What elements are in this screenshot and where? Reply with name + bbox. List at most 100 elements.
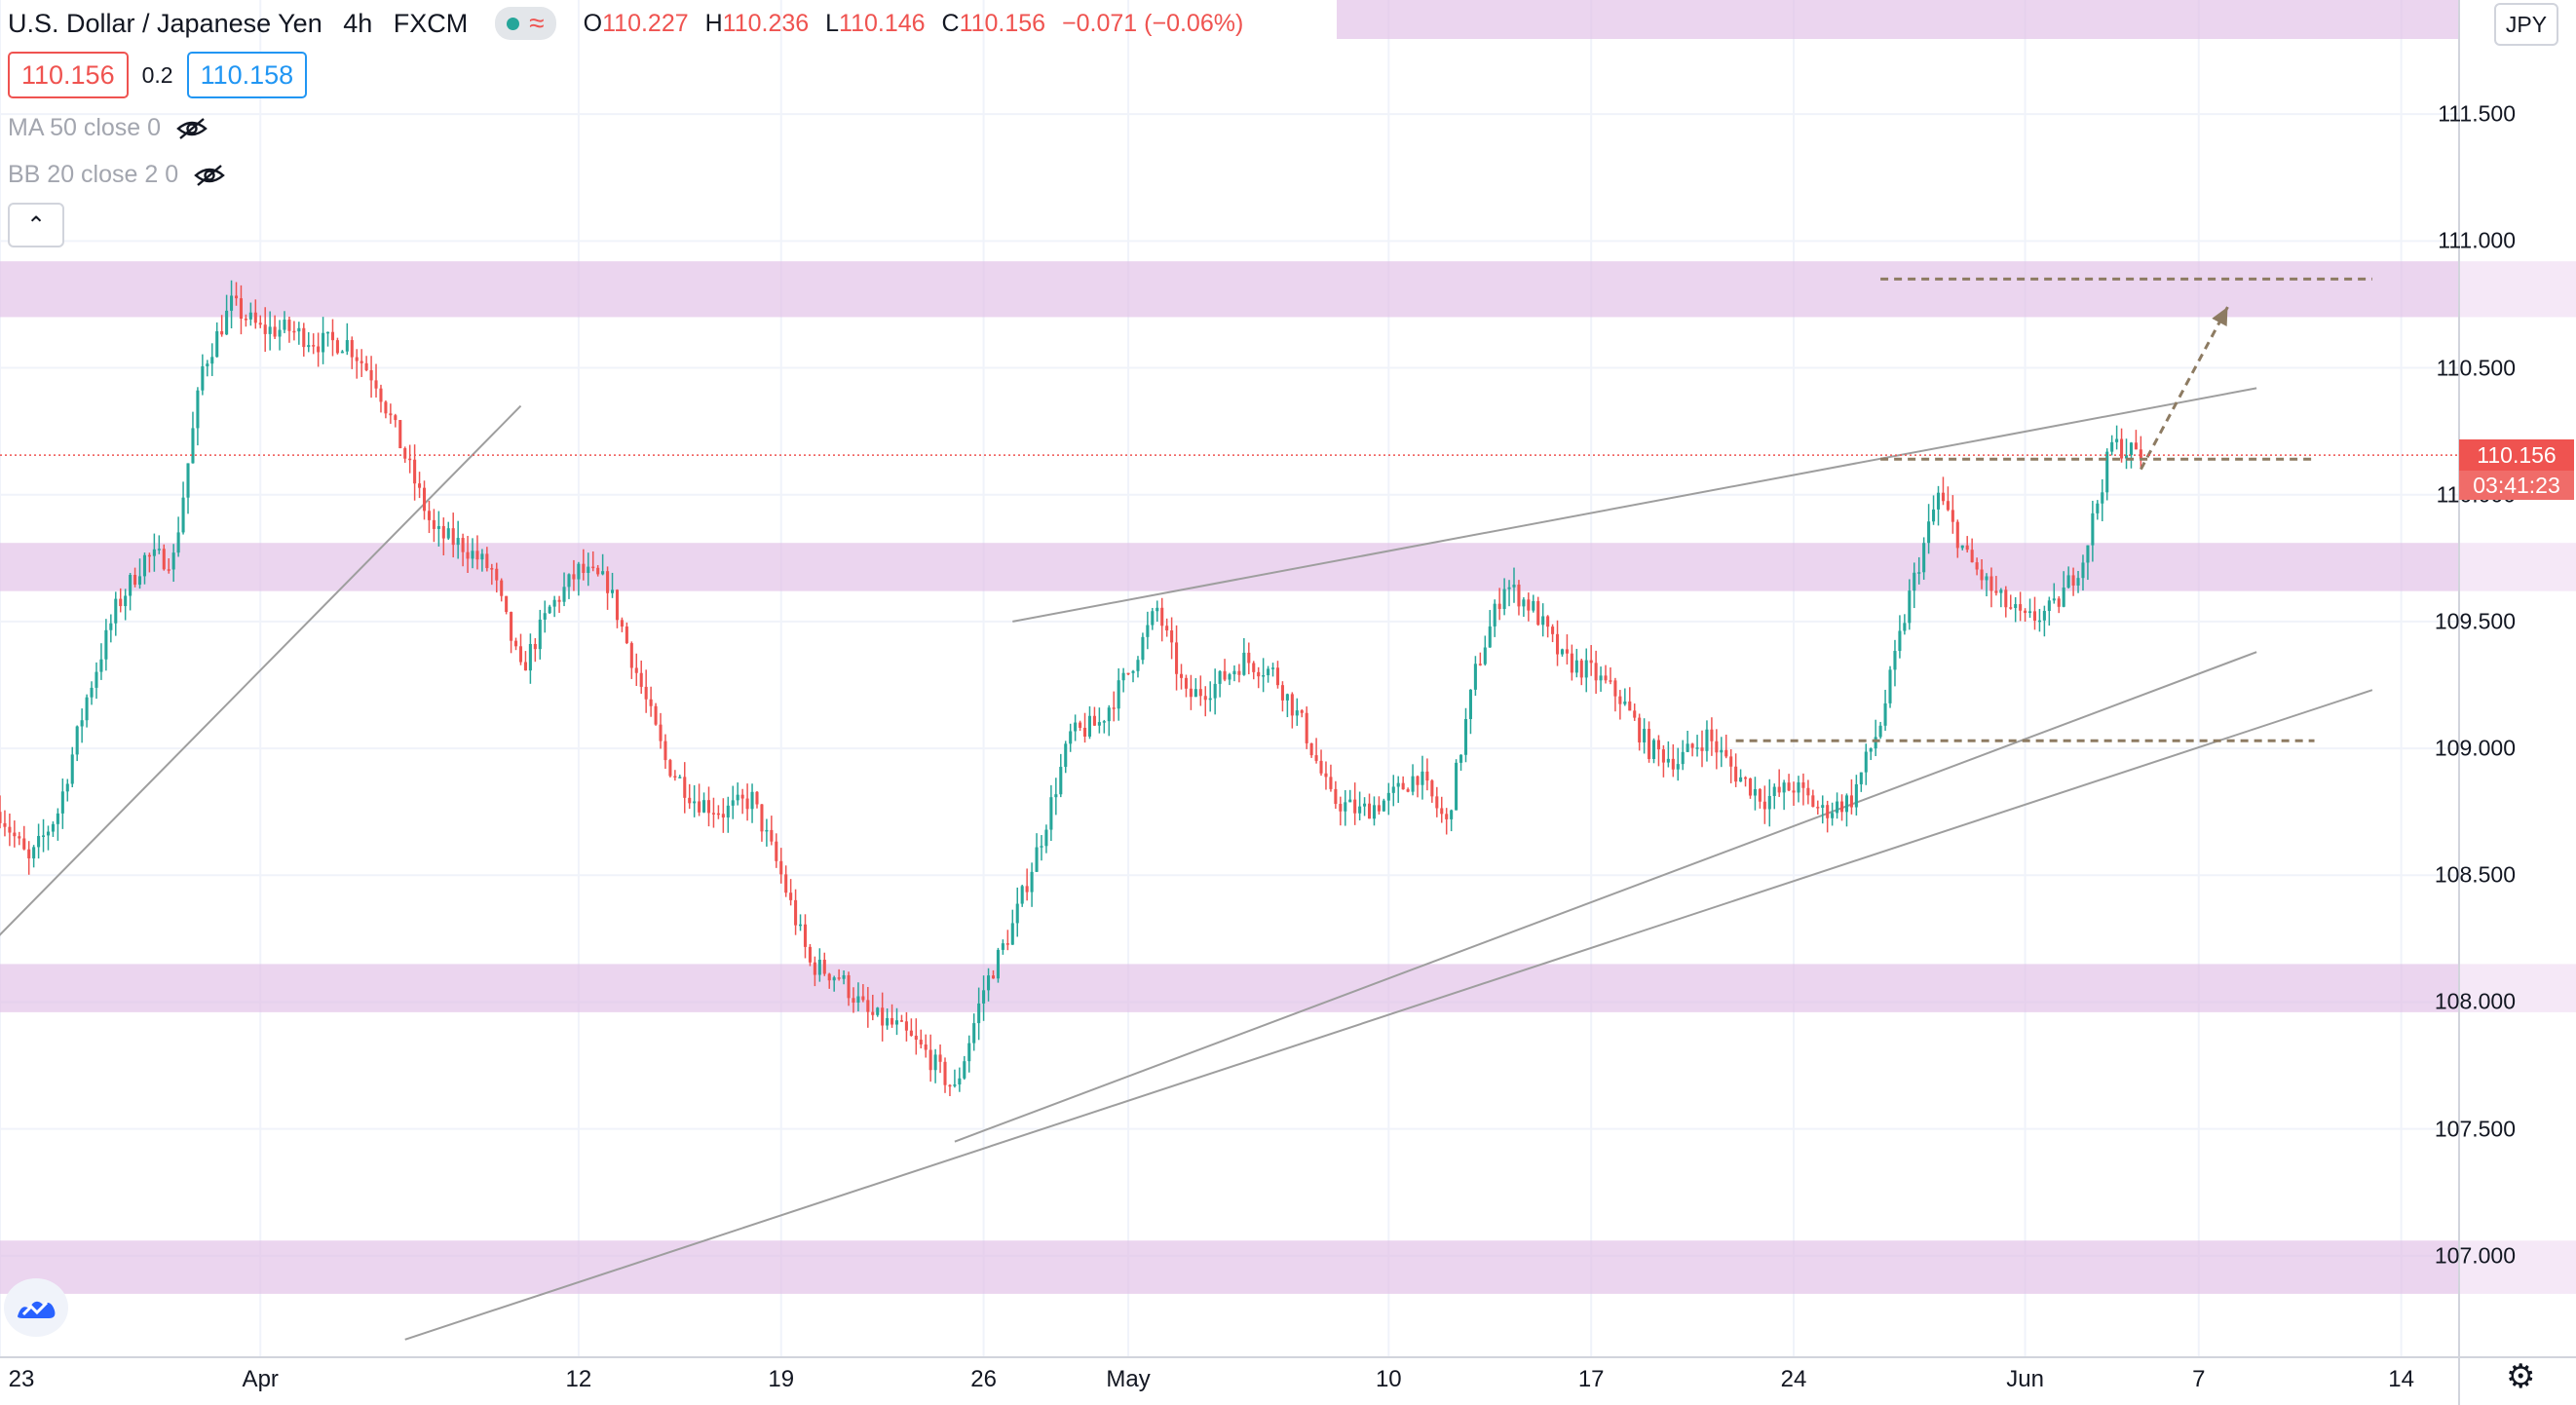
- currency-button[interactable]: JPY: [2494, 3, 2558, 46]
- candle-body: [1826, 805, 1830, 818]
- candle: [1348, 789, 1352, 803]
- candle-body: [2062, 588, 2065, 607]
- candle: [186, 463, 190, 514]
- gear-icon[interactable]: ⚙: [2506, 1358, 2536, 1395]
- candle-body: [1391, 786, 1395, 793]
- candle: [1609, 666, 1612, 685]
- candle: [1025, 868, 1029, 901]
- candle: [698, 783, 701, 816]
- candle: [1319, 749, 1323, 777]
- candle-body: [1035, 847, 1039, 872]
- candle: [1734, 753, 1738, 787]
- chevron-up-icon: ⌃: [25, 211, 47, 239]
- candle-body: [157, 549, 161, 551]
- indicator-bb[interactable]: BB 20 close 2 0: [8, 161, 225, 189]
- candle-body: [1681, 751, 1685, 765]
- candle: [779, 848, 783, 884]
- candle: [678, 775, 682, 778]
- candle: [760, 804, 764, 842]
- candle: [683, 762, 687, 814]
- candle: [1305, 706, 1308, 749]
- candle: [726, 796, 730, 833]
- candle-body: [706, 800, 711, 814]
- sell-button[interactable]: 110.156: [8, 52, 129, 98]
- candle: [1155, 600, 1159, 623]
- eye-off-icon[interactable]: [176, 117, 208, 140]
- candle: [1831, 802, 1835, 826]
- candle-body: [876, 1007, 880, 1015]
- candle-body: [538, 619, 542, 650]
- candle: [572, 559, 576, 591]
- candle-body: [1300, 710, 1304, 713]
- candle-body: [466, 551, 470, 559]
- collapse-legend-button[interactable]: ⌃: [8, 203, 64, 247]
- candle: [0, 795, 2, 829]
- candle: [2139, 436, 2142, 468]
- candle-body: [663, 740, 667, 761]
- symbol-title[interactable]: U.S. Dollar / Japanese Yen 4h FXCM: [8, 9, 468, 39]
- candle-body: [1213, 683, 1217, 699]
- candle: [548, 604, 551, 615]
- tradingview-logo-icon[interactable]: [4, 1278, 68, 1337]
- candle: [770, 816, 774, 846]
- candle: [2134, 430, 2138, 450]
- candle-body: [1440, 808, 1444, 815]
- candle-body: [99, 659, 103, 672]
- candle: [1377, 796, 1381, 815]
- candle: [1522, 597, 1526, 618]
- candle: [977, 987, 981, 1041]
- candle: [654, 702, 658, 726]
- candle: [1040, 835, 1043, 861]
- candle: [1517, 580, 1521, 616]
- candle-body: [577, 563, 581, 580]
- candle: [1290, 692, 1294, 729]
- candle: [263, 307, 267, 353]
- candle-body: [871, 1011, 875, 1015]
- candle: [784, 865, 788, 897]
- candle: [307, 331, 311, 353]
- eye-off-icon[interactable]: [194, 164, 225, 187]
- candle: [1121, 667, 1125, 693]
- candle: [1821, 795, 1825, 824]
- candle: [1555, 620, 1560, 666]
- candle: [490, 563, 494, 586]
- candle-body: [1985, 576, 1989, 581]
- candle-body: [596, 567, 600, 575]
- indicator-ma[interactable]: MA 50 close 0: [8, 114, 208, 142]
- candle-body: [27, 849, 31, 858]
- candle: [1054, 778, 1058, 816]
- candle: [480, 549, 484, 572]
- candle-body: [1849, 795, 1853, 808]
- buy-button[interactable]: 110.158: [186, 52, 308, 98]
- candle: [1117, 668, 1120, 721]
- candle-body: [894, 1020, 899, 1025]
- candle-body: [1927, 521, 1931, 544]
- candle: [1275, 661, 1280, 689]
- candle-body: [1242, 652, 1246, 675]
- price-zone-axis: [2460, 1240, 2576, 1294]
- candle-body: [673, 776, 677, 778]
- candle: [258, 315, 262, 328]
- candle: [1917, 556, 1921, 585]
- candle: [1329, 764, 1333, 792]
- market-status-pill[interactable]: ≈: [495, 7, 556, 40]
- candle-body: [273, 326, 277, 337]
- candle: [847, 971, 851, 1006]
- candle-body: [495, 568, 499, 581]
- candle-body: [1666, 758, 1670, 763]
- price-zone-axis: [2460, 261, 2576, 318]
- candle: [2032, 596, 2037, 630]
- candle: [1541, 603, 1545, 637]
- candle: [1806, 779, 1810, 805]
- candle-body: [1584, 660, 1588, 678]
- candle: [615, 589, 620, 628]
- candle-body: [832, 977, 836, 981]
- candle: [837, 968, 841, 981]
- candle: [1955, 519, 1959, 558]
- candle: [1223, 659, 1227, 682]
- candle-body: [1107, 707, 1111, 722]
- candle: [591, 551, 595, 572]
- candle: [1280, 681, 1284, 712]
- candle: [325, 331, 330, 347]
